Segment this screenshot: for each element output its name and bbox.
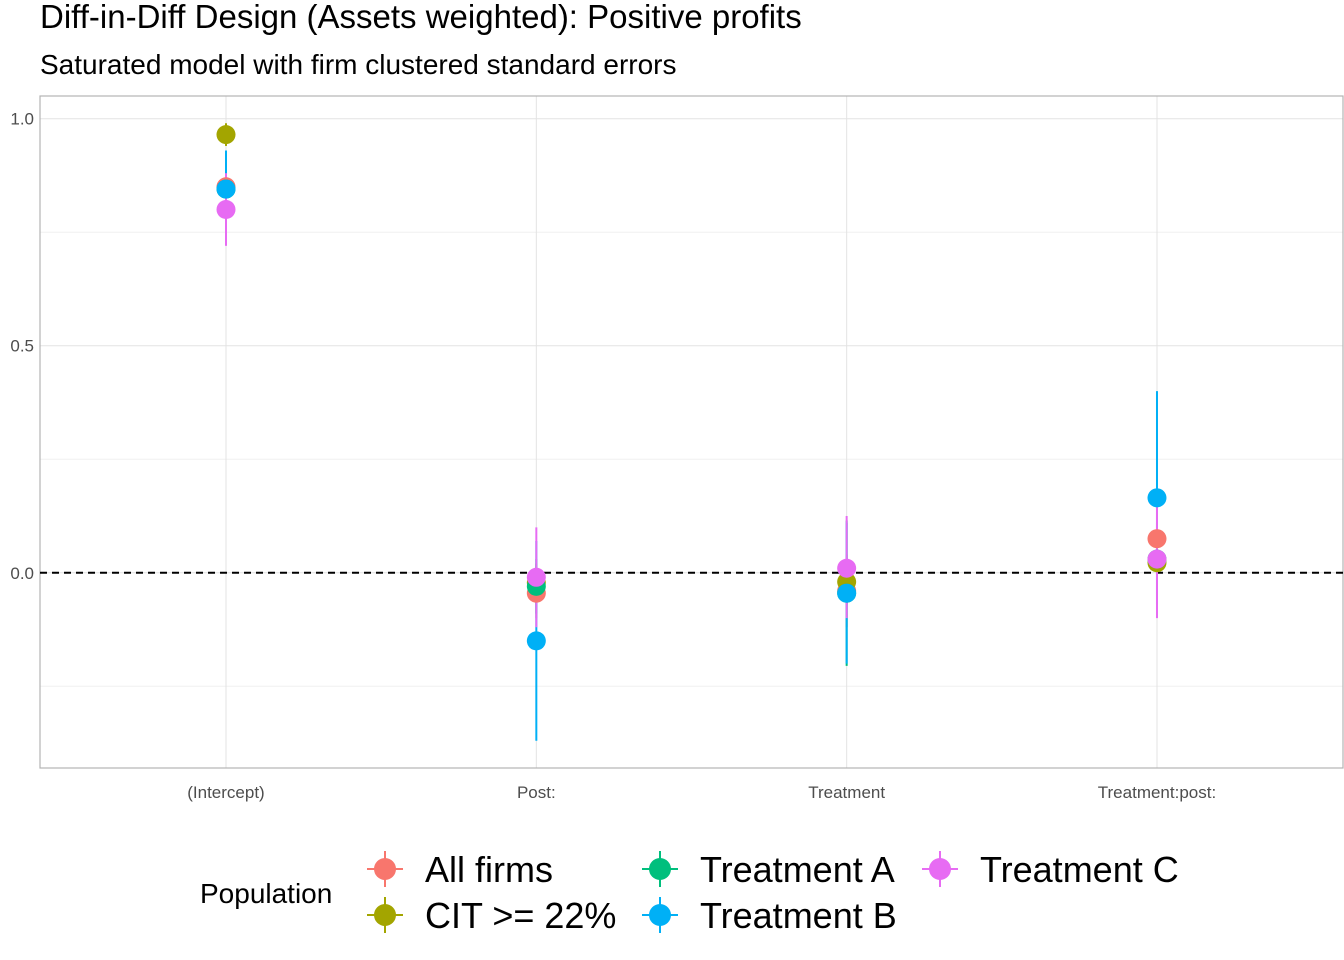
data-point xyxy=(526,567,546,587)
legend-label: CIT >= 22% xyxy=(425,895,616,936)
data-point xyxy=(837,558,857,578)
x-tick-label: Treatment:post: xyxy=(1098,783,1216,802)
plot-border xyxy=(39,95,1344,769)
data-point xyxy=(216,125,236,145)
legend-label: Treatment A xyxy=(700,849,895,890)
legend-key-point xyxy=(649,858,671,880)
legend-key-point xyxy=(374,904,396,926)
legend-label: All firms xyxy=(425,849,553,890)
data-point xyxy=(216,200,236,220)
data-point xyxy=(837,583,857,603)
x-tick-label: Treatment xyxy=(808,783,885,802)
data-point xyxy=(1147,549,1167,569)
legend-title: Population xyxy=(200,878,332,909)
chart-title: Diff-in-Diff Design (Assets weighted): P… xyxy=(40,0,802,35)
x-tick-label: Post: xyxy=(517,783,556,802)
legend-label: Treatment C xyxy=(980,849,1179,890)
y-tick-label: 1.0 xyxy=(10,110,34,129)
legend: Population All firms CIT >= 22% Treatment … xyxy=(200,849,1179,936)
plot-area: 0.0 0.5 1.0 (Intercept) Post: Treatment Treatm… xyxy=(10,95,1344,802)
legend-key-point xyxy=(649,904,671,926)
chart-subtitle: Saturated model with firm clustered stan… xyxy=(40,49,677,80)
data-point xyxy=(526,631,546,651)
y-tick-label: 0.5 xyxy=(10,337,34,356)
data-point xyxy=(216,179,236,199)
data-point xyxy=(1147,488,1167,508)
y-tick-label: 0.0 xyxy=(10,564,34,583)
data-point xyxy=(1147,529,1167,549)
x-tick-label: (Intercept) xyxy=(187,783,264,802)
legend-key-point xyxy=(374,858,396,880)
legend-label: Treatment B xyxy=(700,895,897,936)
plot-panel xyxy=(40,96,1343,768)
legend-key-point xyxy=(929,858,951,880)
